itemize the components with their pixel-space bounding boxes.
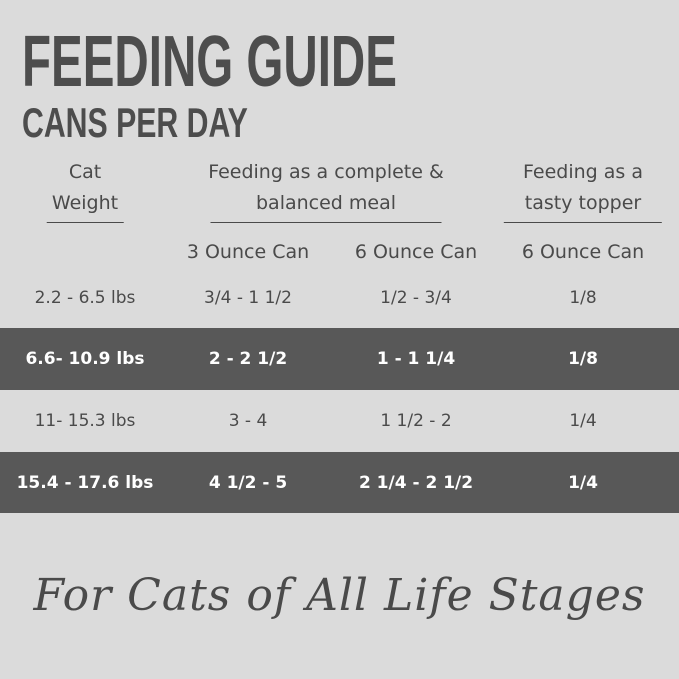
table-cell: 15.4 - 17.6 lbs <box>16 472 154 493</box>
table-cell: 1/4 <box>568 472 598 493</box>
table-cell: 1 1/2 - 2 <box>380 411 452 431</box>
table-cell: 11- 15.3 lbs <box>34 411 136 431</box>
table-cell: 1/2 - 3/4 <box>380 287 452 308</box>
table-cell: 6.6- 10.9 lbs <box>25 349 145 369</box>
table-cell: 3/4 - 1 1/2 <box>204 287 292 308</box>
table-cell: 2 - 2 1/2 <box>208 349 288 369</box>
column-header: 3 Ounce Can <box>186 241 310 263</box>
header-rule <box>46 222 124 223</box>
header-rule <box>503 222 663 223</box>
table-cell: 2 1/4 - 2 1/2 <box>358 472 474 493</box>
group-header: Weight <box>51 192 119 214</box>
column-header: 6 Ounce Can <box>354 241 478 263</box>
table-cell: 1/8 <box>568 349 598 369</box>
tagline: For Cats of All Life Stages <box>33 570 646 621</box>
subtitle: CANS PER DAY <box>22 99 248 146</box>
header-rule <box>210 222 442 223</box>
title: FEEDING GUIDE <box>22 22 397 102</box>
table-cell: 1 - 1 1/4 <box>376 349 456 369</box>
group-header: Feeding as a <box>523 161 643 183</box>
group-header: Feeding as a complete & <box>208 161 444 183</box>
table-cell: 2.2 - 6.5 lbs <box>34 287 136 308</box>
group-header: tasty topper <box>524 192 642 214</box>
table-cell: 4 1/2 - 5 <box>208 472 288 493</box>
group-header: balanced meal <box>255 192 397 214</box>
column-header: 6 Ounce Can <box>521 241 645 263</box>
group-header: Cat <box>68 161 102 183</box>
table-cell: 3 - 4 <box>228 411 268 431</box>
table-cell: 1/4 <box>569 411 597 431</box>
row-band <box>0 452 679 513</box>
table-cell: 1/8 <box>569 287 597 308</box>
row-band <box>0 328 679 390</box>
